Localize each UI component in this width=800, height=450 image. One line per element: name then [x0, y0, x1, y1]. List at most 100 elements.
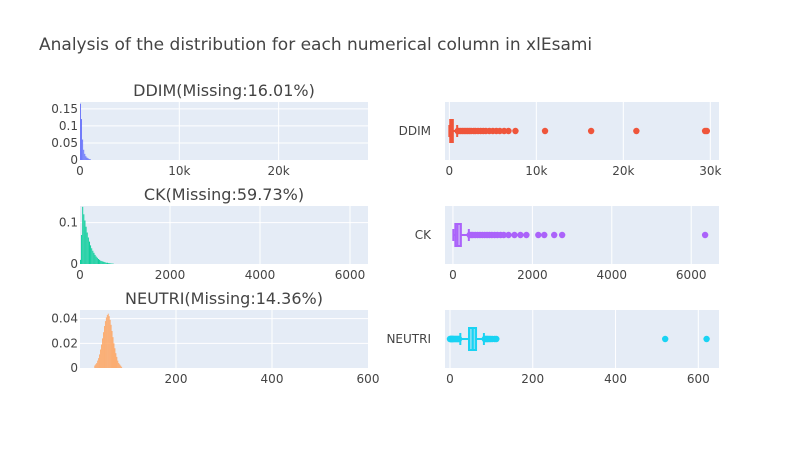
- x-tick-label: 10k: [525, 164, 547, 178]
- histogram-bar: [96, 363, 98, 368]
- histogram-bar: [99, 354, 100, 368]
- neutri-box-subplot: NEUTRI 0 200 400 600: [386, 310, 719, 386]
- histogram-bar: [103, 332, 104, 368]
- x-tick-label: 6000: [335, 268, 366, 282]
- histogram-bar: [104, 326, 105, 368]
- outlier-point: [541, 231, 548, 239]
- plot-area: [80, 310, 368, 368]
- histogram-bar: [110, 324, 112, 368]
- histogram-bar: [105, 317, 107, 368]
- x-tick-label: 6000: [676, 268, 707, 282]
- histogram-bar: [100, 349, 101, 368]
- ck-histogram-subplot: 0 0.1 CK(Missing:59.73%) 0 2000 4000 6000: [59, 185, 368, 282]
- outlier-point: [541, 127, 549, 135]
- histogram-bar: [99, 259, 101, 264]
- histogram-bar: [85, 226, 87, 264]
- x-tick-label: 4000: [597, 268, 628, 282]
- outlier-point: [551, 231, 558, 239]
- outlier-point: [703, 127, 711, 135]
- y-tick-label: 0.1: [59, 216, 78, 230]
- subplot-title: DDIM(Missing:16.01%): [133, 81, 315, 100]
- histogram-bar: [115, 353, 117, 368]
- histogram-bar: [102, 261, 104, 264]
- ddim-box-subplot: DDIM 0 10k 20k 30k: [399, 102, 721, 178]
- histogram-bar: [110, 263, 112, 264]
- neutri-histogram-subplot: 0 0.02 0.04 NEUTRI(Missing:14.36%) 200 400 600: [51, 289, 379, 386]
- x-tick-label: 0: [76, 164, 84, 178]
- x-tick-label: 20k: [268, 164, 290, 178]
- outlier-point: [505, 127, 512, 135]
- histogram-bar: [107, 313, 109, 368]
- outlier-point: [493, 335, 500, 343]
- histogram-bar: [114, 348, 116, 368]
- y-tick-label: 0.1: [59, 119, 78, 133]
- histogram-bar: [83, 149, 85, 160]
- outlier-point: [517, 231, 524, 239]
- histogram-bar: [118, 363, 120, 368]
- figure-title: Analysis of the distribution for each nu…: [39, 35, 592, 55]
- histogram-bar: [106, 314, 108, 368]
- x-tick-label: 200: [165, 372, 188, 386]
- histogram-bar: [92, 250, 94, 264]
- histogram-bar: [108, 316, 110, 368]
- y-tick-label: 0: [70, 361, 78, 375]
- histogram-bar: [88, 158, 90, 160]
- outlier-point: [701, 231, 709, 239]
- histogram-bar: [80, 103, 81, 160]
- histogram-bar: [89, 159, 91, 160]
- histogram-bar: [111, 330, 113, 368]
- histogram-bar: [83, 214, 85, 264]
- x-tick-label: 10k: [168, 164, 190, 178]
- outlier-point: [505, 231, 512, 239]
- x-tick-label: 30k: [699, 164, 721, 178]
- histogram-bar: [95, 364, 97, 368]
- outlier-point: [523, 231, 530, 239]
- histogram-bar: [96, 257, 98, 264]
- x-tick-label: 600: [357, 372, 380, 386]
- histogram-bar: [101, 344, 102, 368]
- x-tick-label: 400: [604, 372, 627, 386]
- histogram-bar: [121, 366, 123, 368]
- x-tick-label: 0: [446, 372, 454, 386]
- histogram-bar: [105, 262, 107, 264]
- outlier-point: [587, 127, 595, 135]
- histogram-bar: [93, 252, 95, 264]
- histogram-bar: [117, 360, 119, 368]
- histogram-bar: [109, 263, 111, 264]
- x-tick-label: 2000: [155, 268, 186, 282]
- outlier-point: [512, 127, 519, 135]
- histogram-bar: [108, 263, 110, 264]
- outlier-point: [703, 335, 710, 343]
- histogram-bar: [119, 364, 121, 368]
- outlier-point: [633, 127, 640, 135]
- histogram-bar: [100, 260, 102, 264]
- outlier-point: [661, 335, 669, 343]
- subplot-title: NEUTRI(Missing:14.36%): [125, 289, 323, 308]
- histogram-bar: [94, 254, 96, 264]
- plot-area: [80, 102, 368, 160]
- category-label: CK: [415, 228, 432, 242]
- histogram-bar: [107, 262, 108, 264]
- histogram-bar: [90, 245, 92, 264]
- histogram-bar: [84, 220, 86, 264]
- histogram-bar: [94, 365, 96, 368]
- plot-area: [80, 206, 368, 264]
- histogram-bar: [101, 261, 103, 264]
- x-tick-label: 0: [76, 268, 84, 282]
- histogram-bar: [85, 156, 87, 160]
- histogram-bar: [81, 235, 83, 264]
- histogram-bar: [86, 232, 88, 264]
- histogram-bar: [104, 321, 106, 368]
- histogram-bar: [86, 157, 88, 160]
- x-tick-label: 2000: [517, 268, 548, 282]
- x-tick-label: 200: [521, 372, 544, 386]
- subplot-title: CK(Missing:59.73%): [144, 185, 304, 204]
- histogram-bar: [112, 337, 114, 368]
- histogram-bar: [91, 248, 93, 264]
- y-tick-label: 0.04: [51, 312, 78, 326]
- histogram-bar: [102, 338, 103, 368]
- x-tick-label: 0: [446, 164, 454, 178]
- x-tick-label: 0: [449, 268, 457, 282]
- histogram-bar: [95, 256, 97, 264]
